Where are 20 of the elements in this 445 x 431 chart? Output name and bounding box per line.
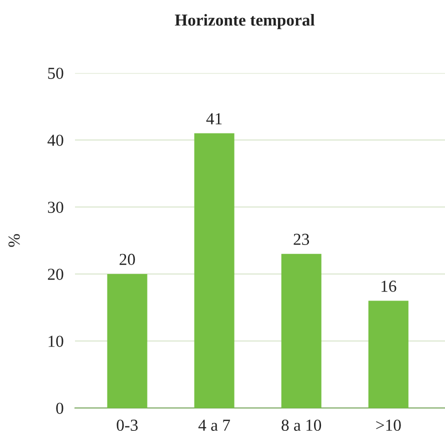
y-tick-label: 40 [48, 134, 64, 146]
x-tick-label: 0-3 [116, 420, 138, 431]
bar [368, 300, 408, 408]
data-label: 41 [206, 113, 222, 124]
data-label: 23 [294, 234, 310, 245]
x-tick-label: 8 a 10 [282, 420, 322, 431]
y-tick-label: 30 [48, 202, 64, 213]
bar [107, 274, 148, 408]
bar [194, 133, 234, 408]
x-tick-label: >10 [376, 420, 401, 431]
y-tick-label: 10 [48, 336, 64, 347]
data-label: 16 [382, 280, 396, 292]
bar [281, 254, 322, 408]
y-tick-label: 50 [48, 68, 64, 79]
data-label: 20 [120, 254, 135, 266]
y-axis-title: % [8, 234, 20, 247]
y-tick-label: 0 [56, 402, 64, 414]
chart-title: Horizonte temporal [174, 14, 315, 30]
x-tick-label: 4 a 7 [198, 420, 230, 431]
y-tick-label: 20 [48, 268, 64, 280]
